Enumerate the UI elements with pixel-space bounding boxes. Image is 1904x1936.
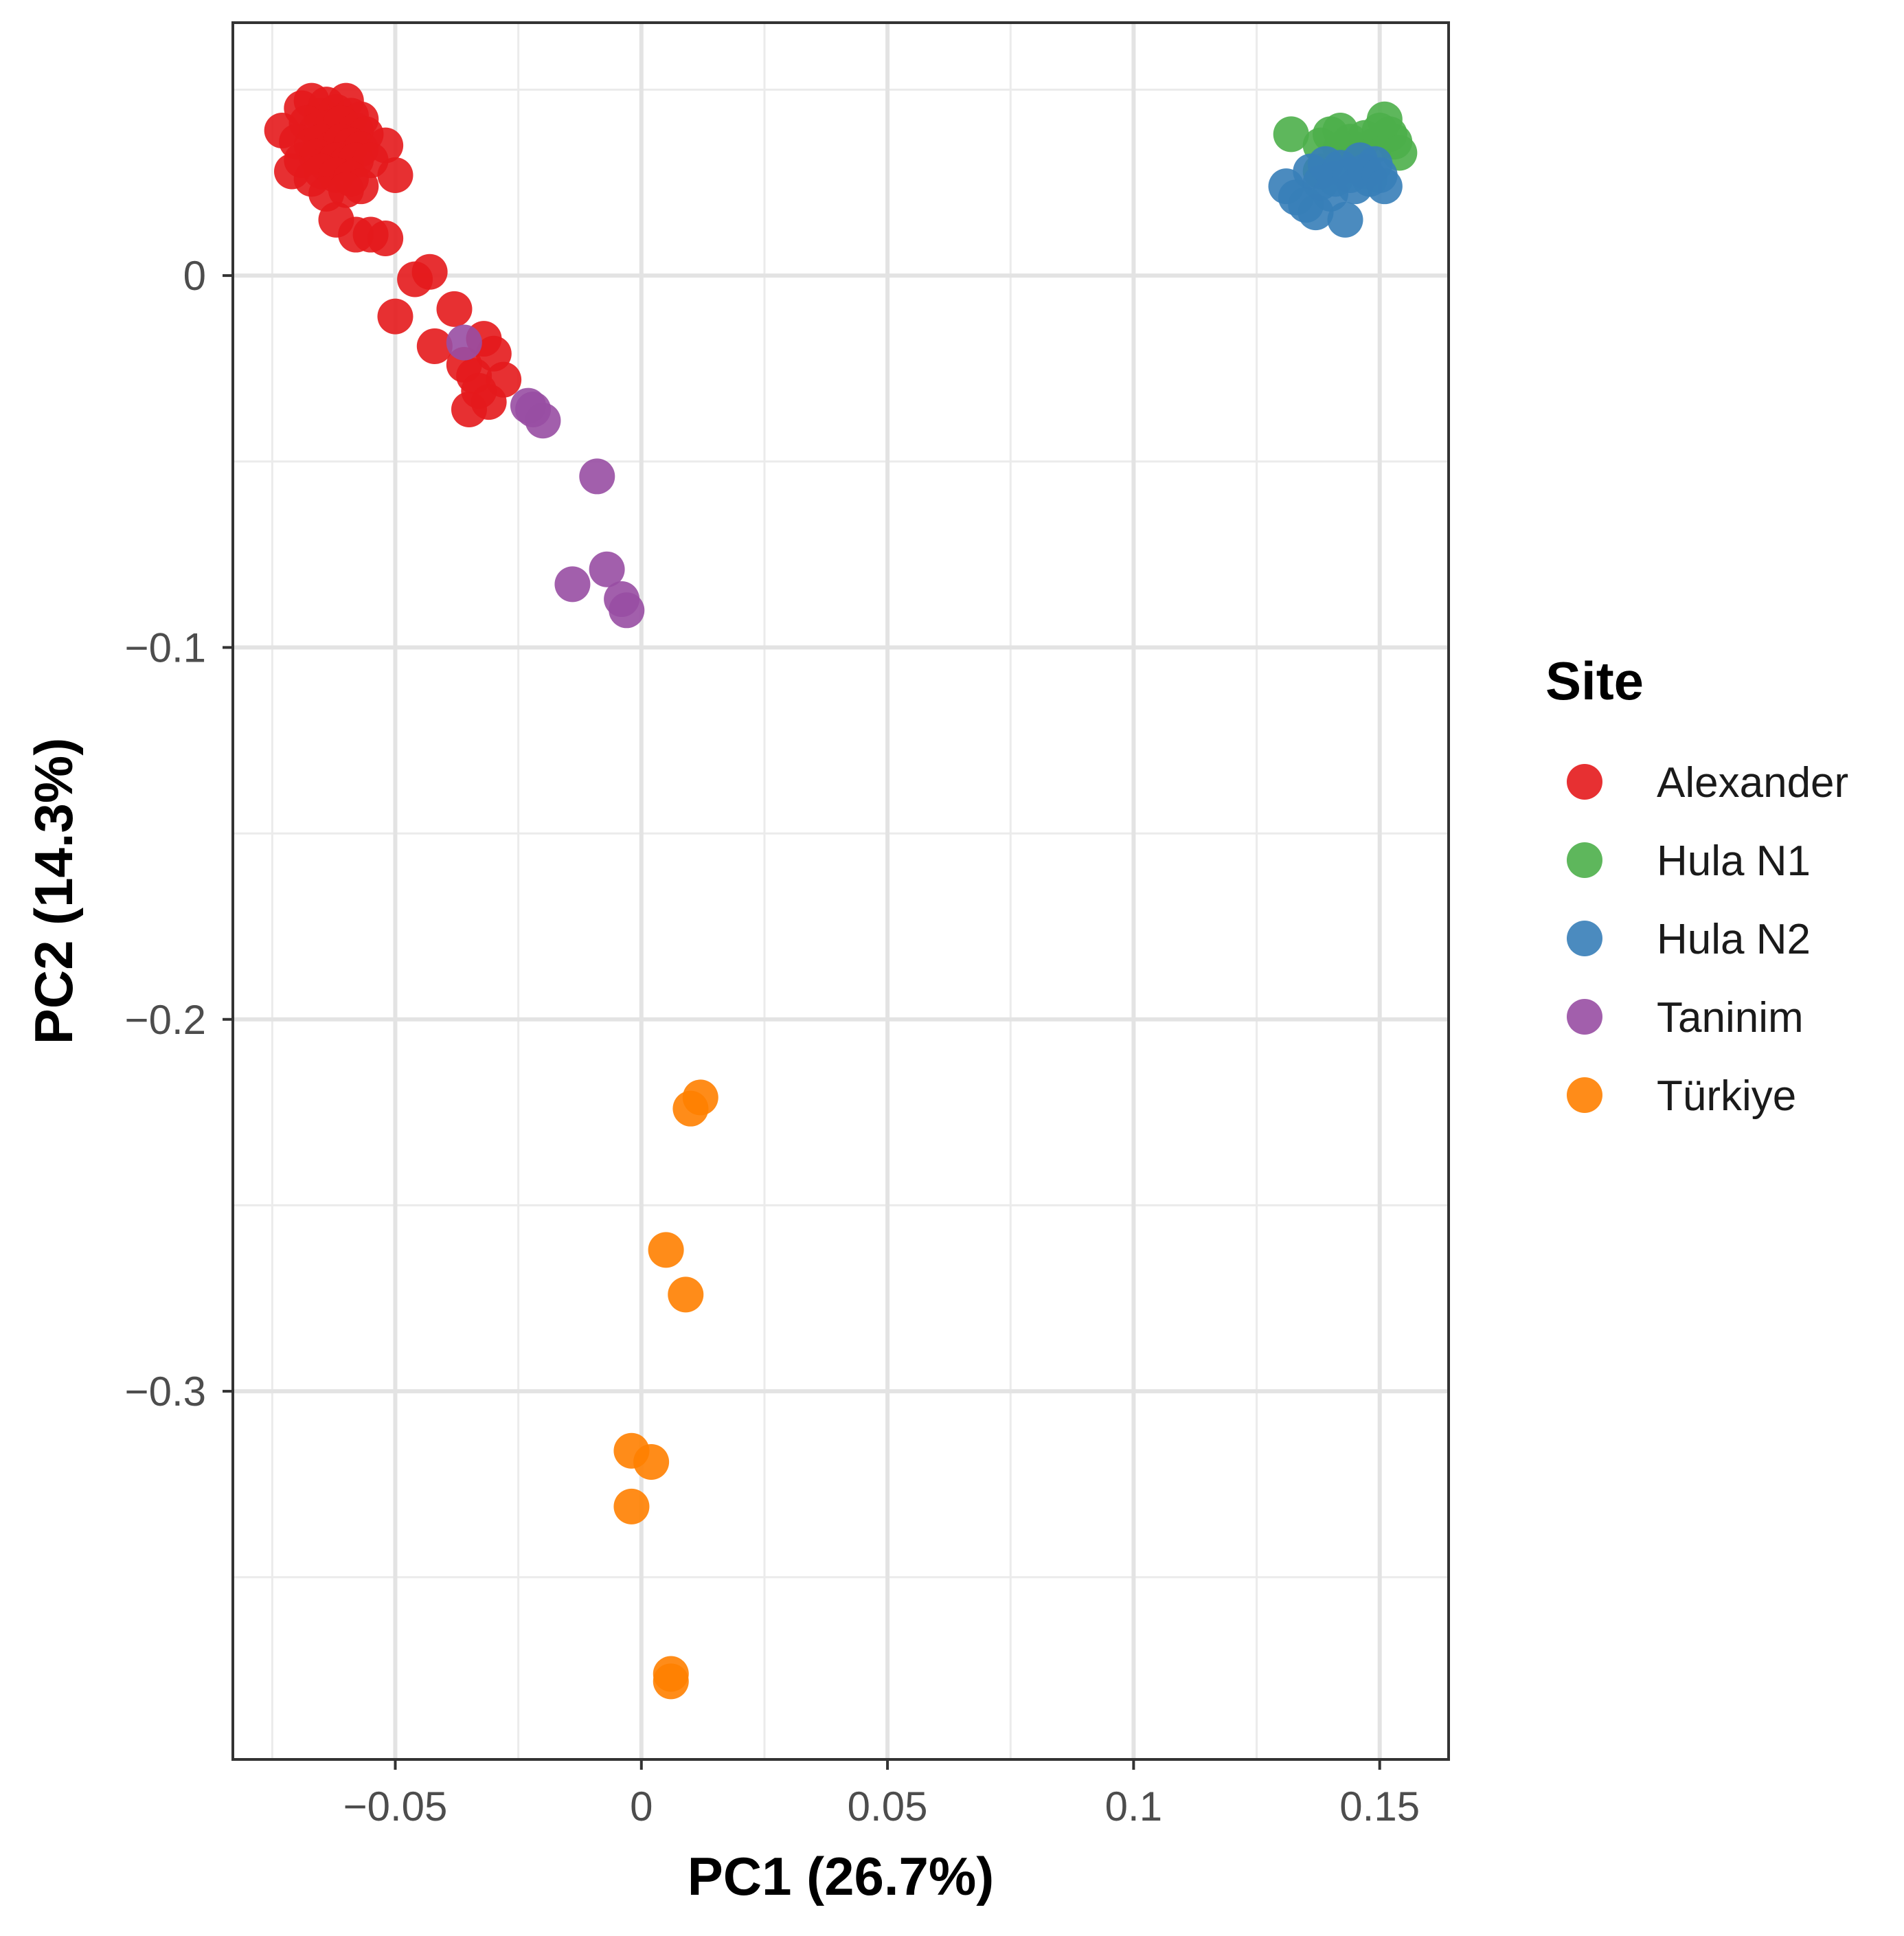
legend-label-taninim: Taninim bbox=[1657, 994, 1804, 1042]
y-tick-label: −0.3 bbox=[125, 1369, 206, 1415]
data-point-hula-n1 bbox=[1273, 116, 1309, 153]
data-point-taninim bbox=[579, 458, 615, 495]
data-point-alexander bbox=[367, 220, 404, 256]
data-point-taninim bbox=[554, 566, 591, 603]
data-point-taninim bbox=[525, 403, 561, 439]
y-axis-title: PC2 (14.3%) bbox=[23, 738, 84, 1045]
legend-key-hula-n2 bbox=[1567, 921, 1602, 956]
x-tick-label: 0 bbox=[630, 1783, 653, 1830]
minor-gridlines bbox=[233, 23, 1449, 1759]
data-point-alexander bbox=[416, 328, 453, 364]
legend-label-alexander: Alexander bbox=[1657, 759, 1848, 807]
y-tick-label: −0.1 bbox=[125, 624, 206, 671]
x-axis-ticks: −0.05 0 0.05 0.1 0.15 bbox=[343, 1759, 1420, 1830]
legend-label-t-rkiye: Türkiye bbox=[1657, 1072, 1796, 1120]
data-point-alexander bbox=[377, 157, 413, 193]
data-point-alexander bbox=[411, 254, 448, 290]
x-tick-label: 0.05 bbox=[848, 1783, 928, 1830]
data-point-hula-n2 bbox=[1366, 168, 1403, 205]
x-tick-label: −0.05 bbox=[343, 1783, 448, 1830]
panel-border bbox=[231, 21, 1450, 1761]
data-point-hula-n2 bbox=[1327, 201, 1363, 238]
data-point-taninim bbox=[609, 592, 645, 629]
legend-key-hula-n1 bbox=[1567, 842, 1602, 878]
data-point-t-rkiye bbox=[653, 1663, 689, 1700]
x-tick-label: 0.1 bbox=[1105, 1783, 1162, 1830]
data-point-taninim bbox=[446, 324, 482, 361]
data-point-alexander bbox=[461, 372, 497, 409]
legend-items: Alexander Hula N1 Hula N2 Taninim Türkiye bbox=[1567, 759, 1848, 1120]
legend-key-alexander bbox=[1567, 764, 1602, 800]
data-point-taninim bbox=[589, 551, 625, 587]
data-point-t-rkiye bbox=[613, 1488, 650, 1524]
legend: Site Alexander Hula N1 Hula N2 Taninim Türki… bbox=[1545, 651, 1848, 1120]
data-point-t-rkiye bbox=[648, 1232, 684, 1268]
data-point-t-rkiye bbox=[672, 1090, 709, 1127]
x-tick-label: 0.15 bbox=[1339, 1783, 1420, 1830]
legend-label-hula-n2: Hula N2 bbox=[1657, 916, 1811, 963]
y-tick-label: 0 bbox=[183, 253, 206, 299]
legend-label-hula-n1: Hula N1 bbox=[1657, 837, 1811, 885]
y-axis-ticks: 0 −0.1 −0.2 −0.3 bbox=[125, 253, 233, 1415]
data-point-alexander bbox=[436, 291, 473, 327]
y-tick-label: −0.2 bbox=[125, 997, 206, 1043]
x-axis-title: PC1 (26.7%) bbox=[688, 1846, 995, 1906]
data-point-t-rkiye bbox=[633, 1443, 670, 1480]
data-point-alexander bbox=[328, 172, 364, 208]
legend-key-taninim bbox=[1567, 999, 1602, 1035]
legend-title: Site bbox=[1545, 651, 1644, 711]
data-points bbox=[264, 82, 1418, 1700]
legend-key-t-rkiye bbox=[1567, 1077, 1602, 1113]
data-point-t-rkiye bbox=[668, 1276, 704, 1313]
data-point-alexander bbox=[377, 298, 413, 335]
